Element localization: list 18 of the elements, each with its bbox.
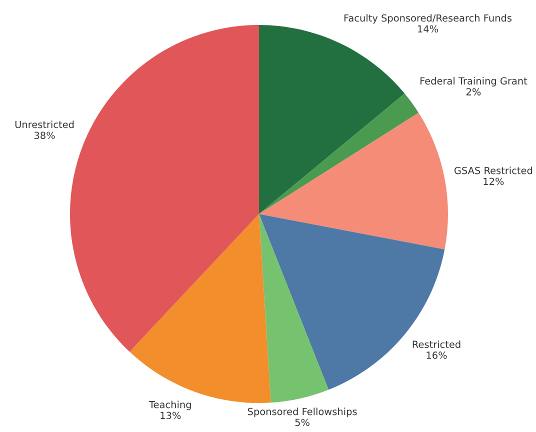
data-label: 14%	[418, 25, 438, 33]
pie-slice	[259, 112, 448, 250]
data-label: 13%	[160, 412, 181, 420]
slice-label: Teaching	[148, 400, 191, 410]
data-label: 38%	[34, 132, 55, 140]
slice-label: Faculty Sponsored/Research Funds	[344, 14, 512, 24]
slice-label: Sponsored Fellowships	[248, 408, 357, 418]
pie-slice	[259, 25, 405, 214]
data-label: 2%	[466, 88, 481, 96]
data-label: 12%	[484, 178, 504, 186]
pie-slice	[259, 94, 419, 214]
slice-label: Restricted	[412, 340, 460, 348]
slice-label: Federal Training Grant	[420, 77, 528, 86]
pie-slice	[259, 214, 329, 403]
slice-label: Unrestricted	[15, 120, 74, 128]
data-label: 16%	[426, 352, 447, 359]
data-label: 5%	[295, 418, 310, 426]
slice-label: GSAS Restricted	[454, 166, 532, 174]
